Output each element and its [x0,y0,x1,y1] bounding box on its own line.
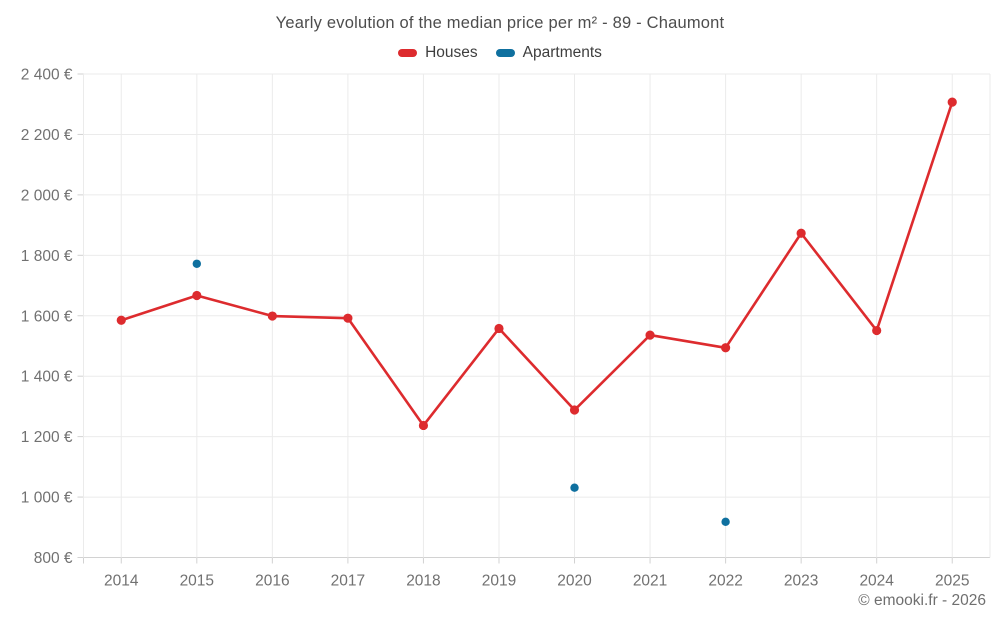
data-point-apartments-2022[interactable] [721,517,730,527]
x-axis-label: 2025 [935,573,969,590]
chart-title: Yearly evolution of the median price per… [275,14,725,32]
y-axis-label: 1 000 € [21,490,73,507]
x-axis-label: 2014 [104,573,139,590]
data-point-houses-2022[interactable] [721,343,731,353]
y-axis-label: 800 € [34,550,73,567]
legend-swatch-houses [398,49,418,57]
data-point-apartments-2015[interactable] [192,259,202,268]
x-axis-label: 2018 [406,573,440,590]
x-axis-label: 2022 [708,573,742,590]
data-point-houses-2019[interactable] [494,323,504,334]
y-axis-label: 1 200 € [21,429,73,446]
y-axis-label: 1 800 € [21,248,73,265]
y-axis-label: 2 400 € [21,67,73,84]
data-point-houses-2024[interactable] [872,325,882,336]
data-point-apartments-2020[interactable] [570,483,579,492]
x-axis-label: 2015 [180,573,214,590]
y-axis-label: 1 600 € [21,308,73,325]
y-axis-label: 2 200 € [21,127,73,144]
x-axis-label: 2017 [331,573,365,590]
legend-item-apartments[interactable]: Apartments [495,44,602,62]
data-point-houses-2025[interactable] [947,97,957,107]
legend-swatch-apartments [495,49,515,57]
data-point-houses-2020[interactable] [569,405,580,415]
data-point-houses-2015[interactable] [192,290,202,301]
legend-label-houses: Houses [425,44,478,61]
series-line-houses [119,100,954,427]
legend-item-houses[interactable]: Houses [398,44,478,62]
x-axis-label: 2021 [633,573,667,590]
x-axis-label: 2016 [255,573,289,590]
x-axis-label: 2019 [482,573,516,590]
data-point-houses-2016[interactable] [267,311,277,321]
chart-legend: Houses Apartments [0,44,1000,62]
x-axis-label: 2023 [784,573,818,590]
x-axis-label: 2024 [859,573,894,590]
y-axis-label: 2 000 € [21,187,73,204]
legend-label-apartments: Apartments [522,44,602,61]
data-point-houses-2017[interactable] [343,313,353,323]
data-point-houses-2014[interactable] [116,315,126,325]
y-axis-label: 1 400 € [21,369,73,386]
x-axis-label: 2020 [557,573,592,590]
data-point-houses-2021[interactable] [645,330,655,340]
data-point-houses-2018[interactable] [418,420,429,431]
copyright-text: © emooki.fr - 2026 [858,592,986,609]
data-point-houses-2023[interactable] [796,228,806,238]
